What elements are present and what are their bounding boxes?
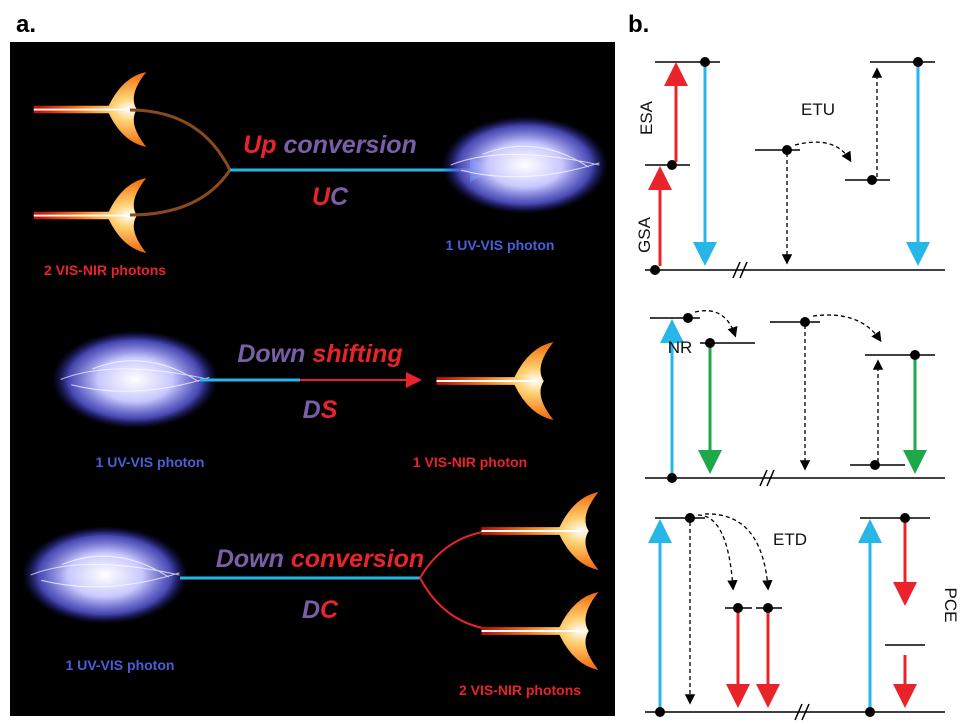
title-word: Down [237, 340, 305, 368]
photon-glow [52, 331, 218, 429]
title-word: Down [216, 545, 284, 573]
electron [733, 603, 743, 613]
output-label: 1 UV-VIS photon [446, 237, 555, 253]
electron [705, 338, 715, 348]
process-abbr: DS [303, 396, 338, 424]
energy-diagram: NR [645, 311, 945, 486]
panel-label: b. [628, 11, 649, 38]
process-label: NR [668, 338, 693, 357]
process-abbr: DC [302, 596, 339, 624]
input-label: 1 UV-VIS photon [96, 454, 205, 470]
abbr-letter: C [330, 183, 349, 211]
electron [667, 160, 677, 170]
photon-glow [22, 526, 188, 624]
input-label: 2 VIS-NIR photons [44, 262, 166, 278]
output-label: 2 VIS-NIR photons [459, 682, 581, 698]
title-word: Up [243, 131, 276, 159]
diagram-shape [695, 311, 735, 335]
input-label: 1 UV-VIS photon [66, 657, 175, 673]
title-word: conversion [283, 131, 416, 159]
process-abbr: UC [312, 183, 349, 211]
electron [865, 707, 875, 717]
abbr-letter: D [302, 596, 320, 624]
process-title: Down conversion [216, 545, 424, 573]
panel-a: a. Up conversion UC 2 VIS-NIR photons 1 … [10, 11, 615, 716]
title-word: conversion [291, 545, 424, 573]
diagram-shape [698, 515, 733, 588]
process-label: PCE [941, 588, 960, 623]
process-title: Up conversion [243, 131, 417, 159]
process-label: ESA [637, 100, 656, 135]
energy-diagram: ESA GSA ETU [635, 57, 945, 278]
electron [667, 473, 677, 483]
abbr-letter: D [303, 396, 321, 424]
output-label: 1 VIS-NIR photon [413, 454, 527, 470]
electron [913, 57, 923, 67]
photon-glow [442, 116, 608, 214]
panel-b: b. ESA GSA ETU NR ETD PCE [628, 11, 960, 720]
energy-diagram: ETD PCE [645, 513, 960, 720]
electron [685, 513, 695, 523]
electron [700, 57, 710, 67]
electron [870, 460, 880, 470]
process-label: ETD [773, 530, 807, 549]
diagram-shape [645, 62, 945, 270]
electron [655, 707, 665, 717]
title-word: shifting [312, 340, 402, 368]
process-label: ETU [801, 100, 835, 119]
process-title: Down shifting [237, 340, 402, 368]
electron [910, 350, 920, 360]
abbr-letter: S [321, 396, 338, 424]
electron [800, 317, 810, 327]
electron [650, 265, 660, 275]
abbr-letter: U [312, 183, 331, 211]
figure: a. Up conversion UC 2 VIS-NIR photons 1 … [0, 0, 961, 724]
process-label: GSA [635, 216, 654, 253]
electron [782, 145, 792, 155]
electron [900, 513, 910, 523]
abbr-letter: C [320, 596, 339, 624]
page: {"panel_a":{"label":"a.","processes":[ {… [0, 0, 961, 724]
electron [683, 313, 693, 323]
diagram-shape [795, 142, 850, 160]
electron [763, 603, 773, 613]
electron [867, 175, 877, 185]
body: a. Up conversion UC 2 VIS-NIR photons 1 … [0, 0, 961, 724]
diagram-shape [813, 315, 880, 340]
diagram-shape [705, 514, 768, 588]
panel-label: a. [16, 11, 36, 38]
